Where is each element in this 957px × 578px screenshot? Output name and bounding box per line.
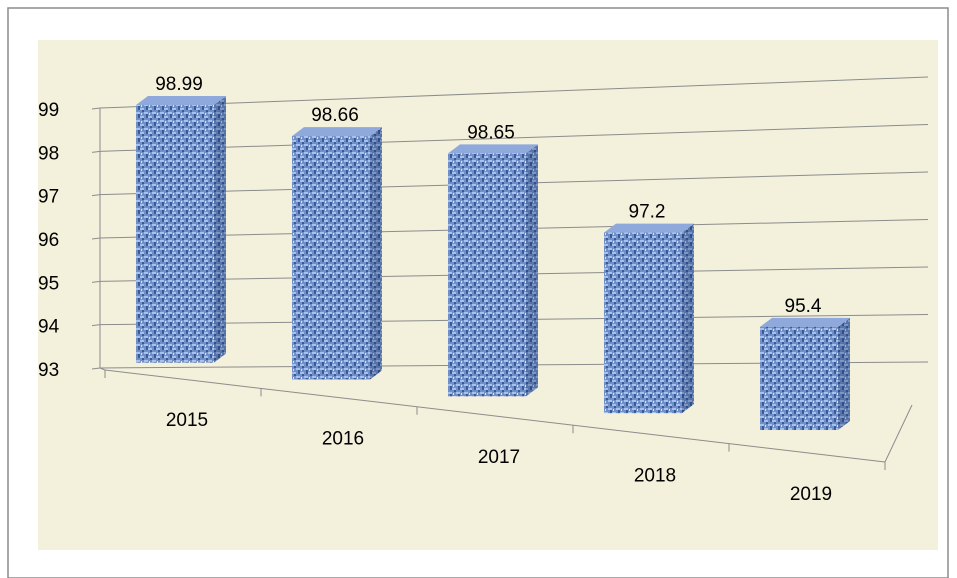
bar-side xyxy=(214,96,226,363)
bar-side xyxy=(526,144,538,397)
y-tick-label: 94 xyxy=(38,317,60,338)
bar xyxy=(292,136,370,380)
x-tick-label: 2016 xyxy=(322,429,364,450)
y-tick-label: 99 xyxy=(38,100,59,121)
x-axis xyxy=(104,369,886,463)
x-tick-label: 2015 xyxy=(166,410,208,431)
data-label: 98.99 xyxy=(155,74,203,95)
grid-line xyxy=(99,124,929,152)
y-tick xyxy=(91,150,101,153)
y-tick-label: 95 xyxy=(38,273,59,294)
bar xyxy=(760,326,838,431)
data-label: 98.65 xyxy=(467,122,515,143)
y-tick xyxy=(91,237,101,240)
bar-top xyxy=(292,127,382,137)
bar-side xyxy=(682,223,694,414)
bar-side xyxy=(370,127,382,380)
bar xyxy=(604,232,682,414)
bar xyxy=(448,153,526,397)
y-tick xyxy=(91,194,101,197)
floor-left xyxy=(99,367,106,371)
y-tick-label: 93 xyxy=(38,360,59,381)
floor-right xyxy=(884,404,913,463)
x-tick-label: 2017 xyxy=(478,447,520,468)
y-tick-label: 97 xyxy=(38,187,59,208)
data-label: 98.66 xyxy=(311,105,359,126)
grid-line xyxy=(99,76,929,109)
y-tick xyxy=(91,107,101,110)
y-tick-label: 98 xyxy=(38,143,59,164)
y-tick-label: 96 xyxy=(38,230,59,251)
data-label: 97.2 xyxy=(629,202,666,223)
y-tick xyxy=(91,367,101,370)
y-tick xyxy=(91,280,101,283)
x-tick-label: 2019 xyxy=(790,484,832,505)
bar-top xyxy=(448,144,538,154)
data-label: 95.4 xyxy=(785,296,822,317)
bar-side xyxy=(838,317,850,431)
bar-top xyxy=(760,317,850,327)
bar-top xyxy=(604,223,694,233)
bar-top xyxy=(136,96,226,106)
x-tick-label: 2018 xyxy=(634,465,676,486)
y-tick xyxy=(91,324,101,327)
bar xyxy=(136,105,214,363)
